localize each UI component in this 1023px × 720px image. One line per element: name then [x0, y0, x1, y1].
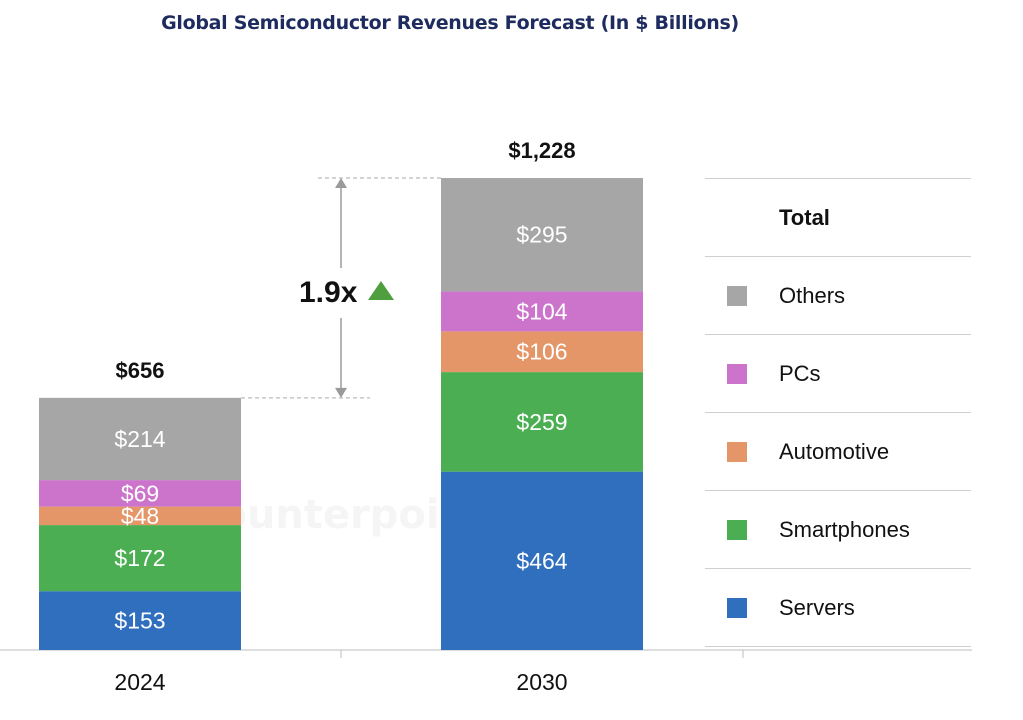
legend-swatch: [727, 285, 747, 306]
legend-item-others: Others: [705, 256, 971, 334]
legend-swatch: [727, 363, 747, 384]
segment-label-servers-2030: $464: [516, 548, 567, 574]
legend-swatch: [727, 441, 747, 462]
legend: Total Others PCs Automotive Smartphones Serve…: [705, 178, 971, 647]
segment-label-pcs-2024: $69: [121, 480, 159, 506]
bar-segment-automotive-2030: [441, 331, 643, 373]
segment-label-smartphones-2024: $172: [114, 545, 165, 571]
segment-label-others-2030: $295: [516, 222, 567, 248]
legend-item-pcs: PCs: [705, 334, 971, 412]
category-label-2030: 2030: [516, 669, 567, 695]
legend-label: Automotive: [779, 438, 890, 464]
legend-item-automotive: Automotive: [705, 412, 971, 490]
bar-segment-servers-2024: [39, 591, 241, 650]
category-label-2024: 2024: [114, 669, 165, 695]
legend-swatch: [727, 597, 747, 618]
bar-segment-smartphones-2030: [441, 372, 643, 472]
growth-triangle-icon: [368, 281, 394, 300]
legend-label: Servers: [779, 594, 855, 620]
segment-label-others-2024: $214: [114, 426, 165, 452]
bar-segment-automotive-2024: [39, 506, 241, 526]
growth-annotation: 1.9x: [299, 276, 358, 309]
legend-label: Smartphones: [779, 516, 910, 542]
bar-segment-servers-2030: [441, 471, 643, 650]
bar-segment-pcs-2024: [39, 480, 241, 507]
legend-item-servers: Servers: [705, 568, 971, 647]
legend-item-smartphones: Smartphones: [705, 490, 971, 568]
bar-segment-pcs-2030: [441, 291, 643, 332]
bar-segment-others-2030: [441, 178, 643, 292]
segment-label-pcs-2030: $104: [516, 298, 567, 324]
bar-segment-others-2024: [39, 397, 241, 481]
legend-label: PCs: [779, 360, 821, 386]
legend-swatch: [727, 519, 747, 540]
arrow-down-icon: [335, 387, 347, 398]
bar-segment-smartphones-2024: [39, 525, 241, 592]
arrow-up-icon: [335, 178, 347, 188]
segment-label-servers-2024: $153: [114, 608, 165, 634]
legend-label: Others: [779, 282, 846, 308]
total-label-2024: $656: [116, 358, 165, 383]
segment-label-automotive-2030: $106: [516, 339, 567, 365]
legend-title: Total: [705, 178, 971, 256]
chart-title: Global Semiconductor Revenues Forecast (…: [161, 12, 739, 34]
total-label-2030: $1,228: [508, 138, 575, 163]
segment-label-smartphones-2030: $259: [516, 409, 567, 435]
segment-label-automotive-2024: $48: [121, 503, 159, 529]
